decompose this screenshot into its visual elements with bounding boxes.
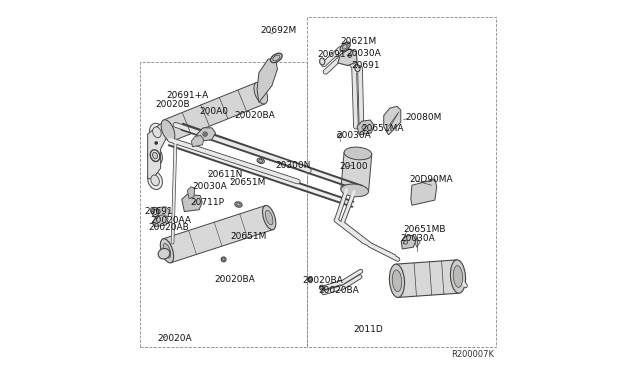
Ellipse shape [257, 158, 264, 163]
Text: 20100: 20100 [339, 162, 368, 171]
Bar [164, 83, 265, 141]
Ellipse shape [392, 270, 402, 292]
Ellipse shape [222, 258, 225, 261]
Text: R200007K: R200007K [452, 350, 495, 359]
Text: 20651MA: 20651MA [362, 124, 404, 133]
Polygon shape [188, 187, 195, 199]
Ellipse shape [148, 147, 163, 166]
Bar [396, 260, 459, 298]
Polygon shape [338, 49, 357, 65]
Text: 20300N: 20300N [276, 161, 311, 170]
Ellipse shape [148, 171, 163, 189]
Ellipse shape [237, 203, 240, 206]
Ellipse shape [262, 205, 276, 230]
Polygon shape [401, 235, 416, 249]
Ellipse shape [355, 65, 360, 72]
Ellipse shape [204, 133, 206, 135]
Bar [341, 152, 372, 192]
Text: 200A0: 200A0 [200, 108, 228, 116]
Text: 20621M: 20621M [340, 37, 376, 46]
Text: 20692M: 20692M [260, 26, 297, 35]
Polygon shape [153, 215, 168, 227]
Text: 20611N: 20611N [207, 170, 243, 179]
Polygon shape [172, 111, 196, 131]
Ellipse shape [404, 240, 408, 244]
Text: 20020BA: 20020BA [318, 286, 359, 295]
Text: 20D90MA: 20D90MA [409, 175, 452, 184]
Polygon shape [148, 122, 179, 179]
Polygon shape [411, 179, 436, 205]
Ellipse shape [150, 150, 160, 161]
Text: 20651MB: 20651MB [403, 225, 445, 234]
Ellipse shape [451, 260, 465, 293]
Text: 20080M: 20080M [405, 113, 442, 122]
Text: 20030A: 20030A [401, 234, 436, 243]
Ellipse shape [273, 55, 280, 61]
Polygon shape [257, 59, 278, 102]
Ellipse shape [235, 202, 242, 207]
Text: 20691: 20691 [317, 50, 346, 59]
Ellipse shape [308, 277, 312, 282]
Text: 20030A: 20030A [192, 182, 227, 190]
Ellipse shape [152, 207, 159, 217]
Text: 20651M: 20651M [229, 178, 266, 187]
Text: 20020BA: 20020BA [303, 276, 343, 285]
Ellipse shape [151, 175, 159, 186]
Ellipse shape [340, 42, 350, 51]
Text: 20691: 20691 [351, 61, 380, 70]
Text: 2011D: 2011D [353, 325, 383, 334]
Ellipse shape [158, 248, 170, 259]
Text: 20020AA: 20020AA [150, 216, 191, 225]
Text: 20020B: 20020B [155, 100, 189, 109]
Ellipse shape [266, 210, 273, 225]
Ellipse shape [453, 266, 463, 287]
Polygon shape [191, 136, 204, 147]
Bar [163, 206, 273, 263]
Ellipse shape [319, 285, 324, 290]
Ellipse shape [150, 123, 164, 141]
Ellipse shape [163, 244, 171, 258]
Ellipse shape [344, 147, 372, 160]
Ellipse shape [321, 286, 323, 289]
Ellipse shape [362, 126, 365, 129]
Polygon shape [197, 128, 216, 141]
Ellipse shape [259, 159, 262, 162]
Text: 20691+A: 20691+A [166, 91, 209, 100]
Polygon shape [182, 194, 202, 212]
Text: 20711P: 20711P [190, 198, 224, 207]
Ellipse shape [152, 153, 157, 159]
Ellipse shape [151, 151, 159, 162]
Polygon shape [357, 120, 374, 135]
Ellipse shape [342, 44, 348, 49]
Ellipse shape [254, 82, 268, 104]
Ellipse shape [221, 257, 226, 262]
Ellipse shape [153, 209, 157, 215]
Ellipse shape [161, 120, 175, 141]
Polygon shape [384, 106, 401, 135]
Ellipse shape [337, 134, 342, 138]
Ellipse shape [389, 264, 404, 298]
Ellipse shape [155, 142, 157, 144]
Text: 20651M: 20651M [230, 231, 267, 241]
Text: 20030A: 20030A [347, 49, 381, 58]
Polygon shape [155, 207, 170, 219]
Text: 20020BA: 20020BA [214, 275, 255, 284]
Ellipse shape [308, 278, 311, 281]
Ellipse shape [203, 132, 207, 137]
Ellipse shape [348, 54, 351, 57]
Text: 20020AB: 20020AB [148, 223, 189, 232]
Ellipse shape [161, 239, 173, 263]
Ellipse shape [153, 127, 161, 138]
Ellipse shape [271, 53, 282, 62]
Text: 20020BA: 20020BA [235, 111, 275, 120]
Ellipse shape [319, 58, 325, 65]
Text: 20030A: 20030A [336, 131, 371, 141]
Text: 20691: 20691 [144, 208, 173, 217]
Ellipse shape [341, 184, 369, 197]
Text: 20020A: 20020A [157, 334, 192, 343]
